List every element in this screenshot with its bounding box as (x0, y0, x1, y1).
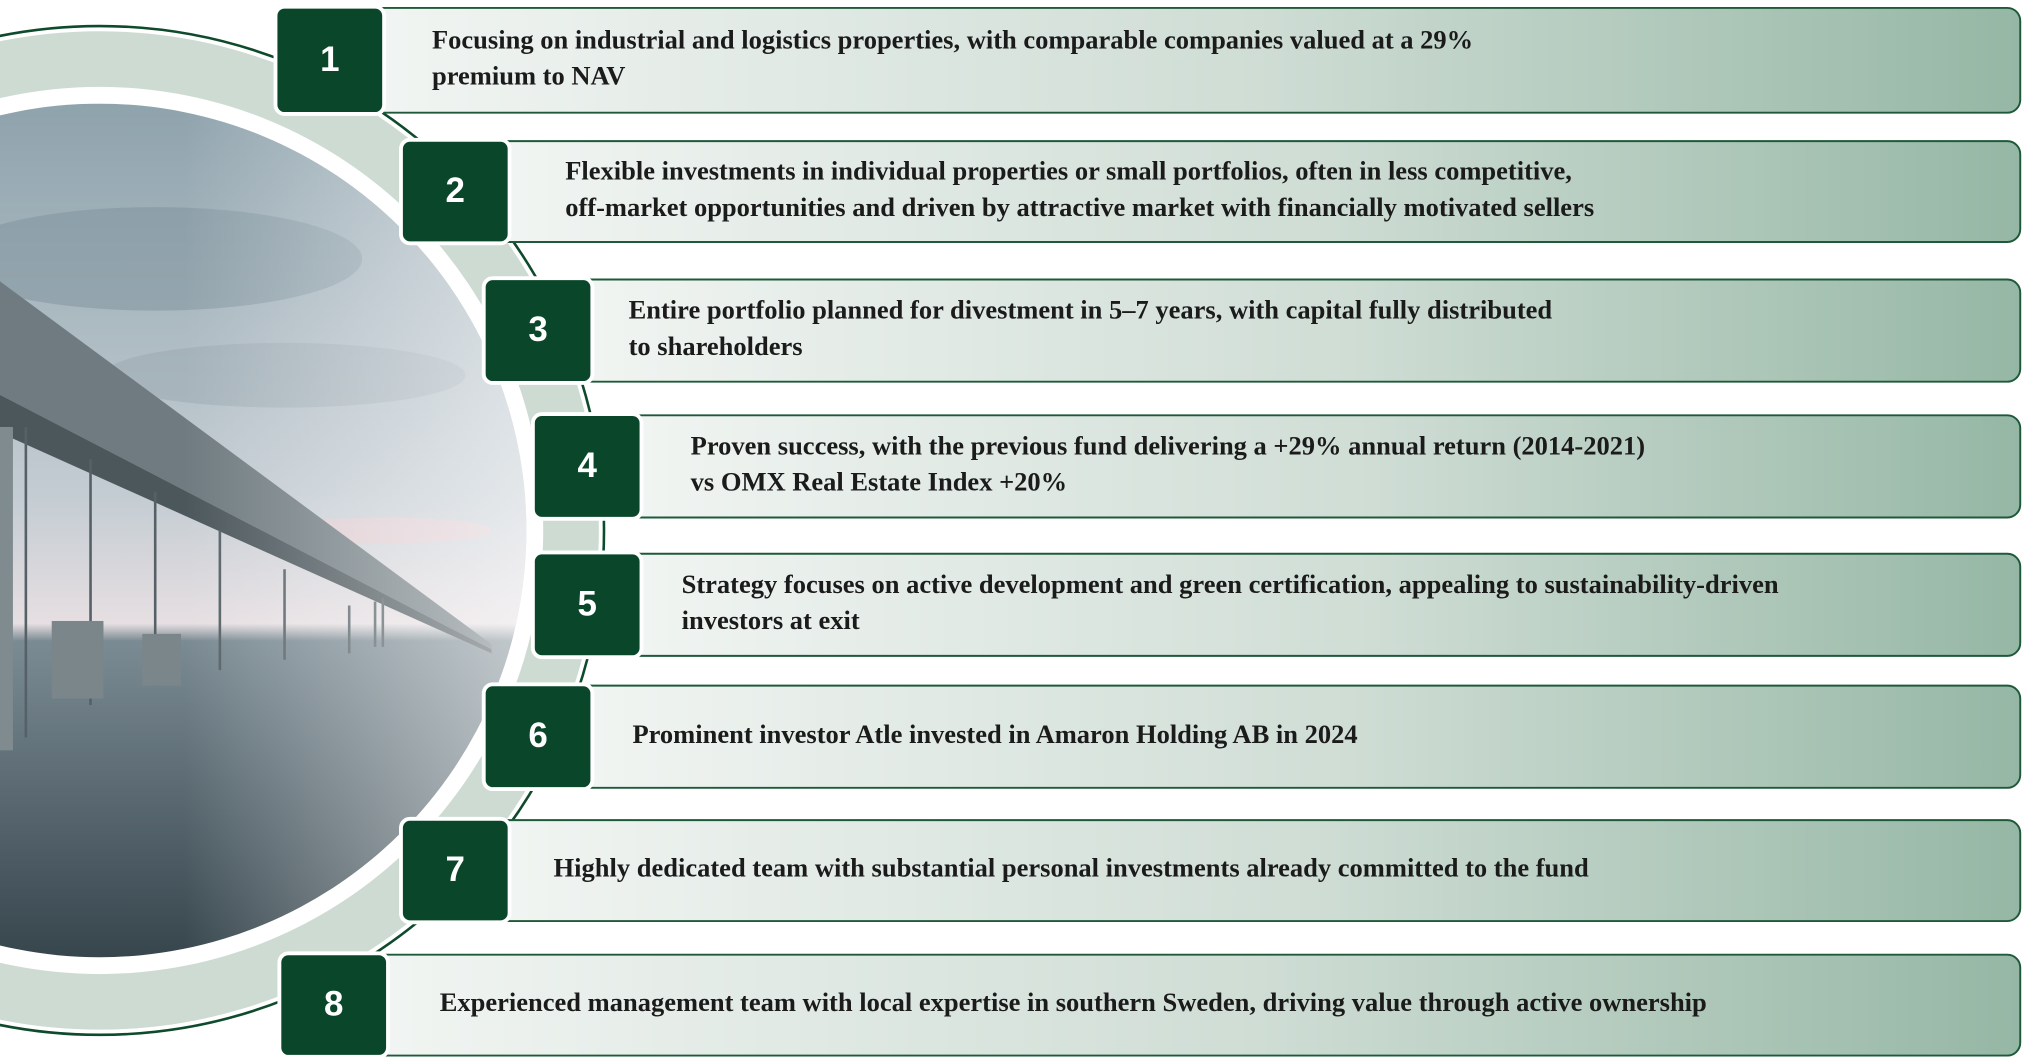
item-text: vs OMX Real Estate Index +20% (691, 467, 1068, 497)
item-text: Highly dedicated team with substantial p… (554, 853, 1589, 883)
item-text: Flexible investments in individual prope… (565, 156, 1572, 186)
item-text: Prominent investor Atle invested in Amar… (632, 719, 1357, 749)
item-number: 8 (324, 985, 343, 1024)
item-number: 6 (528, 716, 547, 755)
item-text: Entire portfolio planned for divestment … (629, 295, 1553, 325)
bridge-photo (0, 103, 527, 958)
item-text: investors at exit (682, 605, 860, 635)
outer-arc (0, 24, 606, 1036)
item-text: premium to NAV (432, 60, 625, 90)
item-number: 2 (446, 171, 465, 210)
number-box (399, 137, 512, 246)
number-box (530, 550, 644, 660)
item-number: 4 (577, 446, 597, 485)
item-number: 3 (528, 310, 547, 349)
item-number: 1 (320, 40, 339, 79)
number-box (273, 4, 387, 116)
item-text: to shareholders (629, 331, 803, 361)
item-text: Focusing on industrial and logistics pro… (432, 24, 1473, 54)
item-text: off-market opportunities and driven by a… (565, 192, 1594, 222)
item-number: 7 (446, 850, 465, 889)
number-box (481, 276, 595, 385)
item-text: Experienced management team with local e… (440, 987, 1707, 1017)
number-box (399, 816, 512, 925)
number-box (530, 412, 644, 521)
item-text: Strategy focuses on active development a… (682, 569, 1779, 599)
item-text: Proven success, with the previous fund d… (691, 430, 1645, 460)
item-number: 5 (577, 584, 596, 623)
number-box (481, 682, 595, 792)
